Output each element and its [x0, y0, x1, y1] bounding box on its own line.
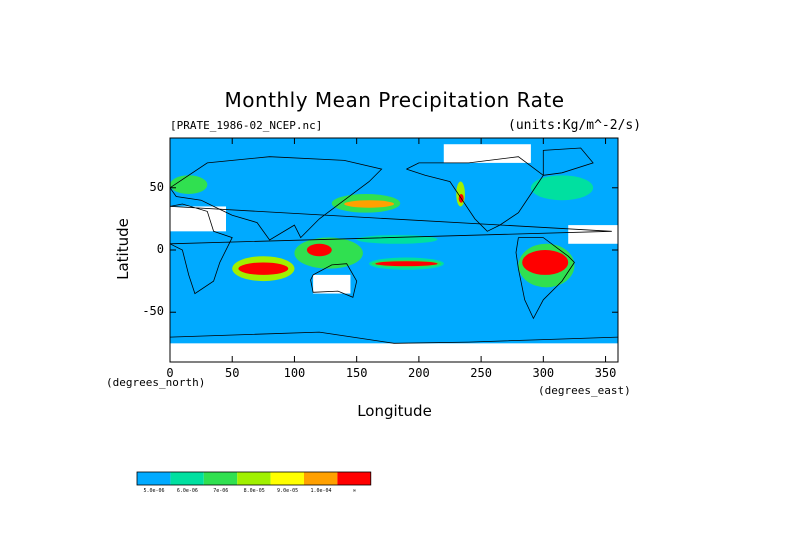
missing-region-2 [568, 225, 618, 244]
missing-region-3 [170, 343, 618, 362]
x-tick-label: 0 [166, 366, 174, 380]
precip-region-4 [238, 262, 289, 275]
colorbar-swatch-5 [304, 472, 338, 485]
y-tick-label: 0 [156, 242, 164, 256]
colorbar-swatch-1 [170, 472, 204, 485]
x-axis-unit: (degrees_east) [538, 384, 631, 397]
colorbar [136, 471, 372, 486]
coastline-2 [310, 263, 358, 298]
missing-region-4 [443, 144, 531, 163]
file-label: [PRATE_1986-02_NCEP.nc] [170, 119, 323, 132]
colorbar-frame [136, 471, 372, 486]
x-tick-label: 200 [408, 366, 430, 380]
coastline-3 [406, 156, 544, 232]
colorbar-label: 9.0e-05 [277, 488, 299, 494]
precip-region-13 [356, 235, 438, 244]
y-axis-unit: (degrees_north) [106, 376, 206, 389]
precip-region-2 [375, 261, 438, 267]
x-tick-label: 150 [345, 366, 368, 380]
coastline-4 [515, 237, 575, 320]
x-axis-label: Longitude [357, 402, 432, 420]
precip-region-12 [306, 243, 332, 257]
x-tick-label: 250 [470, 366, 492, 380]
map-layer [170, 138, 618, 362]
units-label: (units:Kg/m^-2/s) [508, 118, 642, 133]
chart-title: Monthly Mean Precipitation Rate [224, 88, 565, 112]
coastline-6 [169, 331, 619, 344]
missing-region-1 [313, 274, 351, 294]
colorbar-label: 8.0e-05 [243, 488, 265, 494]
x-tick-label: 300 [532, 366, 555, 380]
x-tick-label: 350 [594, 366, 617, 380]
colorbar-label: 7e-06 [213, 488, 229, 494]
y-tick-label: 50 [149, 179, 164, 194]
coastline-1 [169, 156, 383, 241]
precip-region-14 [530, 175, 594, 201]
missing-region-0 [170, 206, 226, 232]
y-tick-label: -50 [142, 304, 164, 319]
x-tick-label: 100 [283, 366, 306, 380]
precip-region-15 [170, 175, 208, 195]
colorbar-label: 1.0e-04 [310, 488, 332, 494]
colorbar-swatch-4 [270, 472, 304, 485]
colorbar-swatch-3 [237, 472, 271, 485]
coastline-5 [542, 147, 594, 176]
x-tick-label: 50 [224, 366, 240, 380]
colorbar-swatch-0 [137, 472, 171, 485]
colorbar-label: 6.0e-06 [176, 488, 198, 494]
colorbar-swatch-6 [337, 472, 371, 485]
precip-region-8 [344, 200, 394, 208]
colorbar-swatch-2 [203, 472, 238, 485]
precip-region-6 [522, 250, 569, 275]
colorbar-label: 5.0e-06 [143, 488, 165, 494]
tick-layer [169, 138, 618, 362]
colorbar-label: ∞ [352, 488, 356, 494]
